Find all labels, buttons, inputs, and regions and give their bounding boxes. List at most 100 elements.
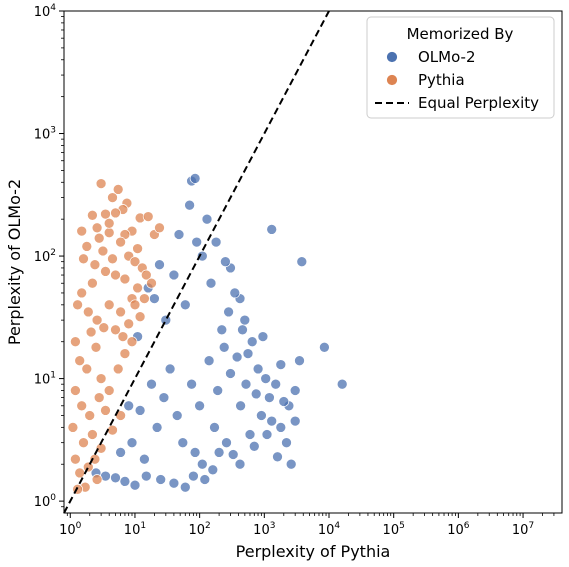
data-point-olmo-2	[186, 378, 197, 390]
data-point-pythia	[110, 269, 121, 281]
data-point-olmo-2	[235, 400, 246, 412]
data-point-olmo-2	[246, 336, 258, 348]
x-tick-label: 104	[318, 521, 341, 538]
equal-perplexity-line	[63, 10, 330, 514]
data-point-olmo-2	[220, 256, 231, 268]
data-point-olmo-2	[264, 392, 275, 403]
data-point-olmo-2	[336, 378, 348, 390]
data-point-pythia	[74, 467, 86, 479]
legend-title: Memorized By	[407, 25, 514, 43]
data-point-olmo-2	[154, 259, 165, 271]
data-point-pythia	[100, 405, 111, 416]
data-point-olmo-2	[237, 324, 248, 336]
x-tick-label: 103	[253, 521, 275, 538]
data-point-pythia	[82, 461, 94, 473]
data-point-pythia	[90, 341, 102, 353]
data-point-olmo-2	[234, 458, 246, 470]
legend-label-pythia: Pythia	[418, 71, 465, 89]
data-point-olmo-2	[221, 437, 232, 449]
x-tick-label: 100	[59, 521, 82, 538]
data-point-pythia	[110, 324, 121, 336]
data-point-olmo-2	[139, 453, 150, 465]
data-point-pythia	[119, 273, 131, 285]
data-point-pythia	[87, 277, 98, 289]
data-point-olmo-2	[319, 341, 330, 353]
data-point-olmo-2	[216, 324, 228, 336]
data-point-olmo-2	[155, 474, 167, 485]
data-point-olmo-2	[179, 299, 191, 311]
y-tick-label: 101	[34, 371, 56, 388]
data-point-olmo-2	[270, 378, 282, 390]
data-point-olmo-2	[158, 392, 170, 403]
data-point-olmo-2	[213, 447, 225, 458]
data-point-olmo-2	[207, 464, 219, 476]
data-point-pythia	[103, 385, 115, 396]
x-tick-label: 102	[188, 521, 210, 538]
data-point-olmo-2	[289, 385, 301, 396]
data-point-olmo-2	[201, 213, 213, 225]
data-point-pythia	[129, 256, 141, 268]
data-point-olmo-2	[257, 331, 269, 342]
data-point-olmo-2	[239, 314, 251, 326]
legend-label-equal: Equal Perplexity	[418, 94, 539, 112]
data-point-olmo-2	[194, 400, 205, 412]
data-point-olmo-2	[240, 378, 252, 390]
data-point-pythia	[97, 245, 109, 257]
y-tick-label: 102	[34, 248, 56, 265]
data-point-olmo-2	[285, 458, 297, 470]
data-point-olmo-2	[281, 437, 292, 449]
data-point-olmo-2	[203, 355, 215, 367]
data-point-pythia	[93, 232, 105, 244]
data-point-pythia	[112, 363, 124, 375]
x-tick-label: 106	[447, 521, 470, 538]
data-point-pythia	[134, 311, 146, 323]
data-point-olmo-2	[231, 351, 243, 363]
data-point-olmo-2	[289, 415, 301, 427]
data-point-olmo-2	[244, 429, 256, 440]
data-point-olmo-2	[278, 396, 290, 407]
y-axis: 100 101 102 103 104	[34, 3, 64, 510]
x-tick-label: 101	[124, 521, 146, 538]
data-point-olmo-2	[266, 224, 278, 235]
data-point-olmo-2	[260, 373, 272, 384]
data-point-olmo-2	[218, 341, 230, 353]
data-point-olmo-2	[134, 405, 146, 416]
data-point-pythia	[119, 348, 131, 359]
y-tick-label: 104	[34, 3, 57, 20]
data-point-olmo-2	[266, 415, 278, 427]
data-point-pythia	[76, 225, 88, 237]
legend-marker-olmo	[386, 51, 398, 63]
data-point-pythia	[76, 400, 88, 412]
data-point-olmo-2	[242, 348, 254, 359]
legend-box	[366, 16, 555, 119]
data-point-olmo-2	[248, 440, 260, 452]
data-point-olmo-2	[126, 437, 138, 449]
data-point-olmo-2	[115, 447, 126, 458]
data-point-olmo-2	[196, 250, 208, 262]
data-point-olmo-2	[252, 363, 264, 375]
data-point-pythia	[76, 287, 88, 299]
data-point-pythia	[67, 422, 79, 433]
data-point-olmo-2	[199, 474, 211, 485]
legend-marker-pythia	[386, 74, 398, 86]
data-point-pythia	[85, 326, 97, 338]
data-point-pythia	[91, 474, 103, 485]
data-point-pythia	[100, 208, 111, 220]
data-point-olmo-2	[294, 355, 305, 367]
data-point-olmo-2	[209, 422, 220, 433]
plot-points	[67, 173, 348, 495]
data-point-pythia	[139, 293, 150, 304]
data-point-pythia	[115, 306, 126, 318]
data-point-olmo-2	[256, 410, 267, 421]
x-axis-label: Perplexity of Pythia	[236, 542, 391, 561]
y-tick-label: 103	[34, 126, 56, 143]
data-point-olmo-2	[188, 470, 199, 482]
data-point-olmo-2	[275, 359, 287, 370]
data-point-pythia	[74, 355, 86, 367]
data-point-pythia	[126, 336, 138, 348]
data-point-olmo-2	[210, 236, 222, 248]
data-point-olmo-2	[223, 306, 234, 318]
data-point-pythia	[87, 429, 98, 440]
data-point-pythia	[81, 241, 93, 252]
